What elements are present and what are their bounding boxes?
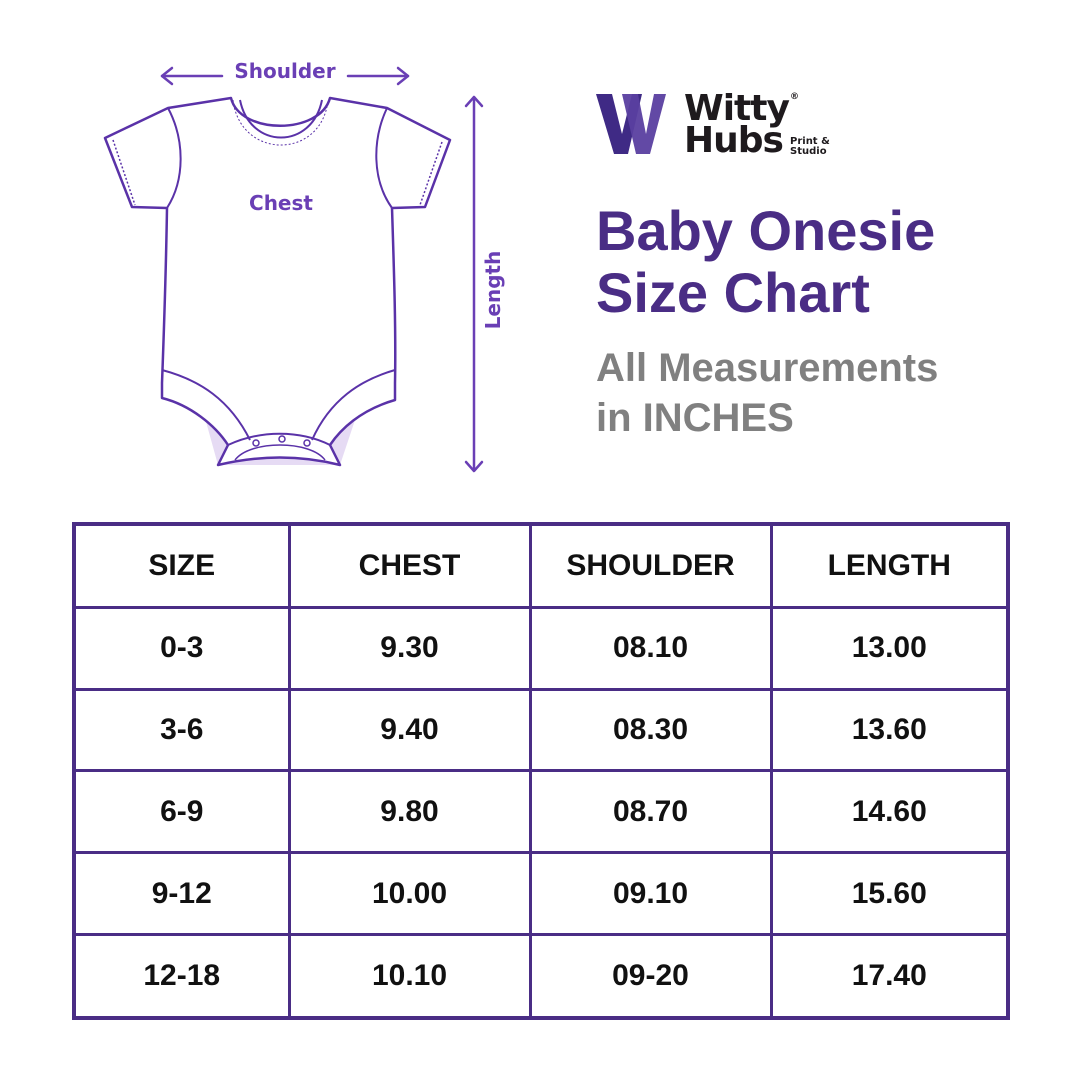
onesie-outline — [103, 96, 452, 467]
logo-tag1: Print & — [790, 136, 830, 147]
logo-mark-icon — [596, 94, 666, 154]
cell-size: 12-18 — [72, 933, 291, 1020]
header-shoulder: SHOULDER — [528, 522, 773, 609]
title-line2: Size Chart — [596, 261, 870, 324]
table-row: 12-18 10.10 09-20 17.40 — [72, 933, 1010, 1020]
cell-shoulder: 09-20 — [528, 933, 773, 1020]
length-label: Length — [481, 251, 505, 330]
logo-registered: ® — [790, 92, 799, 102]
onesie-diagram: Shoulder Chest Length — [103, 59, 505, 473]
logo-line2: Hubs — [684, 120, 784, 161]
cell-size: 3-6 — [72, 687, 291, 773]
cell-shoulder: 08.70 — [528, 769, 773, 855]
table-row: 9-12 10.00 09.10 15.60 — [72, 851, 1010, 937]
subtitle-line2: in INCHES — [596, 396, 794, 440]
table-header-row: SIZE CHEST SHOULDER LENGTH — [72, 522, 1010, 609]
subtitle-line1: All Measurements — [596, 346, 939, 390]
table-row: 3-6 9.40 08.30 13.60 — [72, 687, 1010, 773]
cell-size: 6-9 — [72, 769, 291, 855]
title-line1: Baby Onesie — [596, 199, 936, 262]
chest-label: Chest — [249, 191, 313, 215]
cell-length: 17.40 — [769, 933, 1010, 1020]
cell-size: 0-3 — [72, 605, 291, 691]
cell-chest: 9.30 — [287, 605, 532, 691]
cell-length: 15.60 — [769, 851, 1010, 937]
logo: Witty ® Hubs Print & Studio — [592, 88, 842, 162]
shoulder-arrow — [160, 66, 410, 86]
page-title: Baby Onesie Size Chart — [596, 200, 935, 324]
subtitle: All Measurements in INCHES — [596, 343, 938, 443]
table-row: 6-9 9.80 08.70 14.60 — [72, 769, 1010, 855]
size-table: SIZE CHEST SHOULDER LENGTH 0-3 9.30 08.10 1… — [72, 522, 1010, 1020]
cell-length: 13.00 — [769, 605, 1010, 691]
header-chest: CHEST — [287, 522, 532, 609]
shoulder-label: Shoulder — [234, 59, 335, 83]
cell-size: 9-12 — [72, 851, 291, 937]
cell-length: 13.60 — [769, 687, 1010, 773]
header-length: LENGTH — [769, 522, 1010, 609]
cell-shoulder: 08.10 — [528, 605, 773, 691]
cell-shoulder: 08.30 — [528, 687, 773, 773]
cell-length: 14.60 — [769, 769, 1010, 855]
cell-chest: 9.80 — [287, 769, 532, 855]
cell-chest: 9.40 — [287, 687, 532, 773]
length-arrow — [464, 95, 484, 473]
table-row: 0-3 9.30 08.10 13.00 — [72, 605, 1010, 691]
logo-line1: Witty — [684, 88, 790, 129]
header-size: SIZE — [72, 522, 291, 609]
cell-chest: 10.10 — [287, 933, 532, 1020]
cell-chest: 10.00 — [287, 851, 532, 937]
cell-shoulder: 09.10 — [528, 851, 773, 937]
logo-tag2: Studio — [790, 146, 827, 157]
